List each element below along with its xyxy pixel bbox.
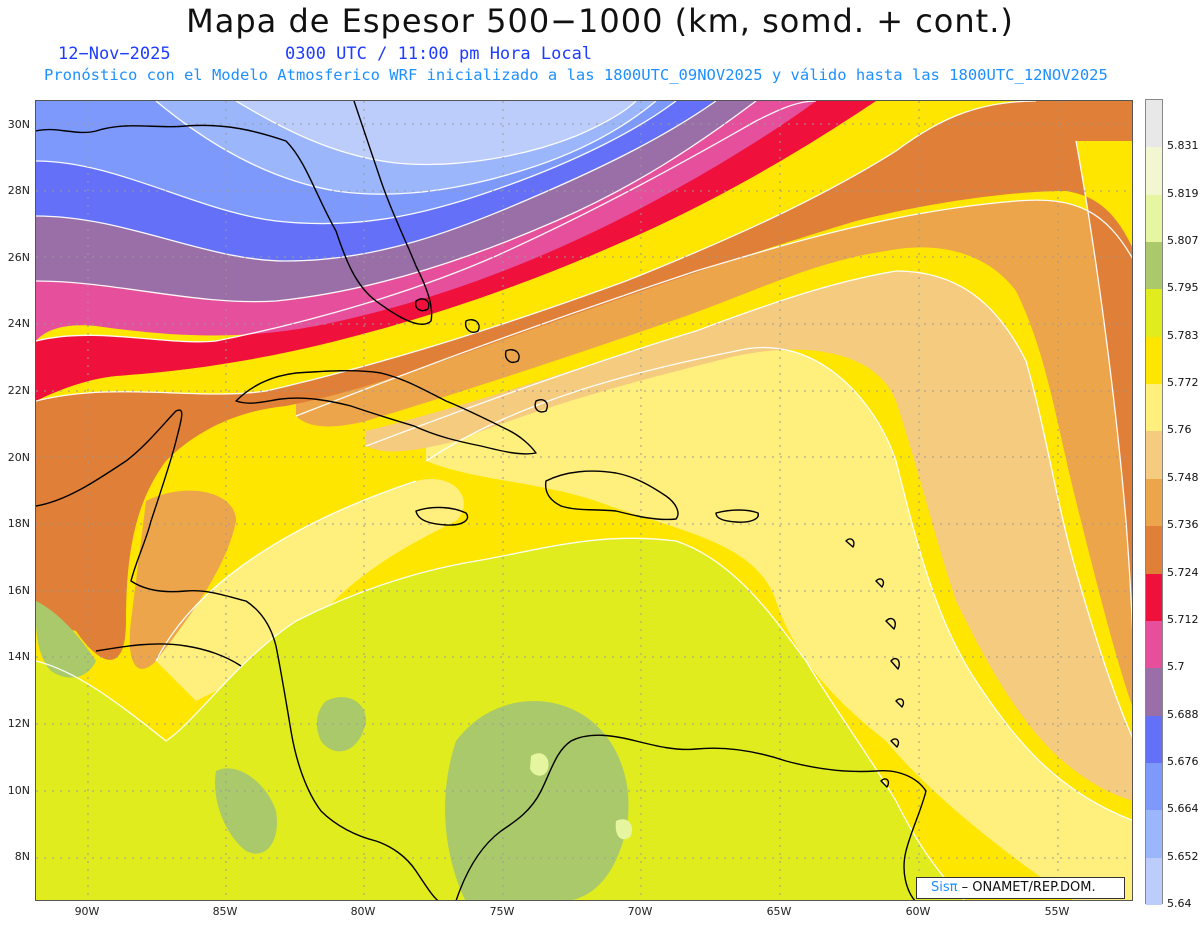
colorbar-label: 5.676 (1167, 754, 1199, 768)
graticule (36, 101, 1132, 900)
colorbar-label: 5.664 (1167, 802, 1199, 816)
colorbar-swatch (1146, 147, 1162, 196)
lon-label: 65W (766, 905, 792, 918)
lat-label: 14N (7, 650, 30, 663)
coastlines (36, 101, 927, 900)
lat-label: 26N (7, 251, 30, 264)
credit-org: – ONAMET/REP.DOM. (961, 880, 1096, 895)
map-title: Mapa de Espesor 500−1000 (km, somd. + co… (186, 2, 1014, 40)
lat-label: 16N (7, 584, 30, 597)
band-5807 (530, 753, 633, 840)
band-5748 (366, 271, 1132, 801)
model-subtitle: Pronóstico con el Modelo Atmosferico WRF… (44, 66, 1108, 84)
lat-label: 24N (7, 317, 30, 330)
colorbar-swatch (1146, 762, 1162, 811)
map-canvas (36, 101, 1132, 900)
puerto-rico-coast (715, 509, 759, 523)
colorbar-label: 5.652 (1167, 849, 1199, 863)
band-5700 (36, 101, 816, 341)
bahamas (414, 298, 548, 413)
colorbar-swatch (1146, 668, 1162, 717)
colorbar-label: 5.795 (1167, 281, 1199, 295)
credit-brand: Sisπ (931, 880, 958, 895)
lon-label: 55W (1044, 905, 1070, 918)
central-america-coast (36, 409, 439, 900)
lat-label: 8N (14, 850, 30, 863)
jamaica-coast (415, 506, 469, 526)
cuba-coast (235, 369, 537, 455)
colorbar (1145, 99, 1163, 906)
lat-label: 28N (7, 184, 30, 197)
lat-label: 20N (7, 451, 30, 464)
lon-label: 60W (905, 905, 931, 918)
band-5760 (156, 347, 1132, 900)
band-5652 (156, 101, 656, 195)
honduras-coast (95, 643, 242, 667)
lon-label: 70W (627, 905, 653, 918)
credit-box: Sisπ – ONAMET/REP.DOM. (916, 877, 1125, 899)
colorbar-label: 5.76 (1167, 423, 1192, 437)
colorbar-swatch (1146, 810, 1162, 859)
band-5640 (236, 101, 636, 165)
colorbar-label: 5.831 (1167, 139, 1199, 153)
colorbar-label: 5.688 (1167, 707, 1199, 721)
contour-lines (36, 101, 1132, 900)
band-5724 (36, 101, 1132, 660)
band-5736 (129, 200, 1132, 706)
colorbar-label: 5.783 (1167, 328, 1199, 342)
colorbar-swatch (1146, 242, 1162, 290)
lesser-antilles (845, 538, 905, 788)
lat-label: 18N (7, 517, 30, 530)
band-5795-c (36, 601, 96, 678)
colorbar-swatch (1146, 100, 1162, 148)
thickness-map (35, 100, 1133, 901)
band-5795-a (445, 701, 629, 900)
lat-label: 10N (7, 784, 30, 797)
forecast-date: 12−Nov−2025 (58, 44, 171, 64)
colorbar-swatch (1146, 715, 1162, 764)
band-5688 (36, 101, 756, 302)
colorbar-label: 5.807 (1167, 234, 1199, 248)
lon-label: 90W (74, 905, 100, 918)
colorbar-swatch (1146, 526, 1162, 575)
colorbar-swatch (1146, 289, 1162, 338)
colorbar-swatch (1146, 384, 1162, 432)
colorbar-label: 5.772 (1167, 376, 1199, 390)
colorbar-swatch (1146, 573, 1162, 622)
lat-label: 30N (7, 118, 30, 131)
colorbar-label: 5.748 (1167, 470, 1199, 484)
colorbar-label: 5.7 (1167, 660, 1185, 674)
lat-label: 22N (7, 384, 30, 397)
forecast-time: 0300 UTC / 11:00 pm Hora Local (285, 44, 593, 64)
lat-label: 12N (7, 717, 30, 730)
colorbar-label: 5.724 (1167, 565, 1199, 579)
colorbar-swatch (1146, 336, 1162, 385)
south-america-coast (455, 734, 927, 900)
colorbar-swatch (1146, 431, 1162, 480)
colorbar-label: 5.819 (1167, 186, 1199, 200)
florida-coast (36, 101, 433, 325)
colorbar-swatch (1146, 620, 1162, 669)
colorbar-swatch (1146, 857, 1162, 906)
band-5795-d (215, 768, 277, 854)
colorbar-label: 5.64 (1167, 897, 1192, 910)
lon-label: 85W (212, 905, 238, 918)
colorbar-label: 5.736 (1167, 518, 1199, 532)
colorbar-swatch (1146, 194, 1162, 243)
hispaniola-coast (544, 470, 679, 521)
band-5676 (36, 101, 716, 261)
lon-label: 80W (350, 905, 376, 918)
lon-label: 75W (489, 905, 515, 918)
colorbar-label: 5.712 (1167, 612, 1199, 626)
colorbar-swatch (1146, 478, 1162, 527)
